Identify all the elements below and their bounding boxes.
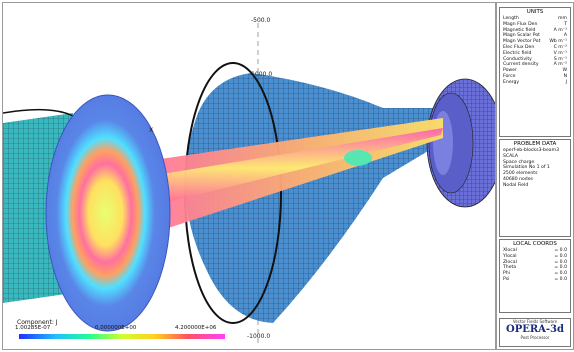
problem-line: Space charge (503, 159, 535, 165)
coord-row: Theta = 0.0 (503, 265, 567, 271)
axis-label-upper: -1000.0 (249, 71, 273, 78)
coord-row: Ylocal = 0.0 (503, 253, 567, 259)
legend-tick-mid: 0.000000E+00 (95, 325, 137, 331)
unit-row: Force N (503, 73, 567, 79)
logo-main-text: OPERA-3d (505, 324, 565, 335)
opera-logo: Vector Fields Software OPERA-3d Post Pro… (499, 318, 571, 347)
info-panel: UNITS Length mm Magn Flux Den T Magnetic f… (496, 2, 574, 350)
units-title: UNITS (526, 9, 544, 15)
axis-label-top: -500.0 (251, 17, 271, 24)
coord-row: Xlocal = 0.0 (503, 248, 567, 253)
field-disc (45, 94, 171, 332)
coord-row: Phi = 0.0 (503, 271, 567, 277)
unit-row: Magn Scalar Pot A (503, 33, 567, 39)
unit-row: Length mm (503, 16, 567, 21)
axis-label-bottom: -1000.0 (247, 333, 271, 340)
legend-tick-max: 4.200000E+06 (175, 325, 217, 331)
problem-line: 40680 nodes (503, 176, 533, 182)
legend-title: Component: J (17, 319, 58, 326)
3d-viewport[interactable]: -500.0 -1000.0 X -1000.0 Component: J 1.… (2, 2, 496, 350)
unit-row: Magnetic field A m⁻¹ (503, 27, 567, 33)
coord-row: Psi = 0.0 (503, 276, 567, 282)
axis-label-left: X (149, 127, 154, 134)
logo-bottom-text: Post Processor (520, 335, 550, 340)
unit-row: Power W (503, 68, 567, 74)
local-coords-title: LOCAL COORDS (513, 241, 557, 247)
problem-line: Nodal Field (503, 182, 529, 188)
unit-row: Elec Flux Den C m⁻² (503, 44, 567, 50)
problem-line: eperf-eb-blocks3-beam3 (503, 148, 559, 153)
problem-title: PROBLEM DATA (513, 141, 557, 147)
problem-line: 2500 elements (503, 171, 538, 177)
units-box: UNITS Length mm Magn Flux Den T Magnetic f… (499, 7, 571, 137)
problem-line: Simulation No 1 of 1 (503, 165, 550, 171)
coord-row: Zlocal = 0.0 (503, 259, 567, 265)
problem-data-box: PROBLEM DATA eperf-eb-blocks3-beam3 SCAL… (499, 139, 571, 237)
unit-row: Magn Flux Den T (503, 21, 567, 27)
legend-colorbar (19, 334, 225, 339)
unit-row: Conductivity S m⁻¹ (503, 56, 567, 62)
problem-line: SCALA (503, 153, 519, 159)
legend-tick-min: 1.00285E-07 (15, 325, 51, 331)
unit-row: Energy J (503, 79, 567, 85)
unit-row: Current density A m⁻² (503, 62, 567, 68)
beam-model-render (3, 23, 495, 343)
unit-row: Electric field V m⁻¹ (503, 50, 567, 56)
color-legend: Component: J 1.00285E-07 0.000000E+00 4.… (9, 319, 225, 346)
logo-top-text: Vector Fields Software (512, 319, 558, 324)
unit-row: Magn Vector Pot Wb m⁻¹ (503, 39, 567, 45)
local-coords-box: LOCAL COORDS Xlocal = 0.0 Ylocal = 0.0 Zlo… (499, 239, 571, 313)
